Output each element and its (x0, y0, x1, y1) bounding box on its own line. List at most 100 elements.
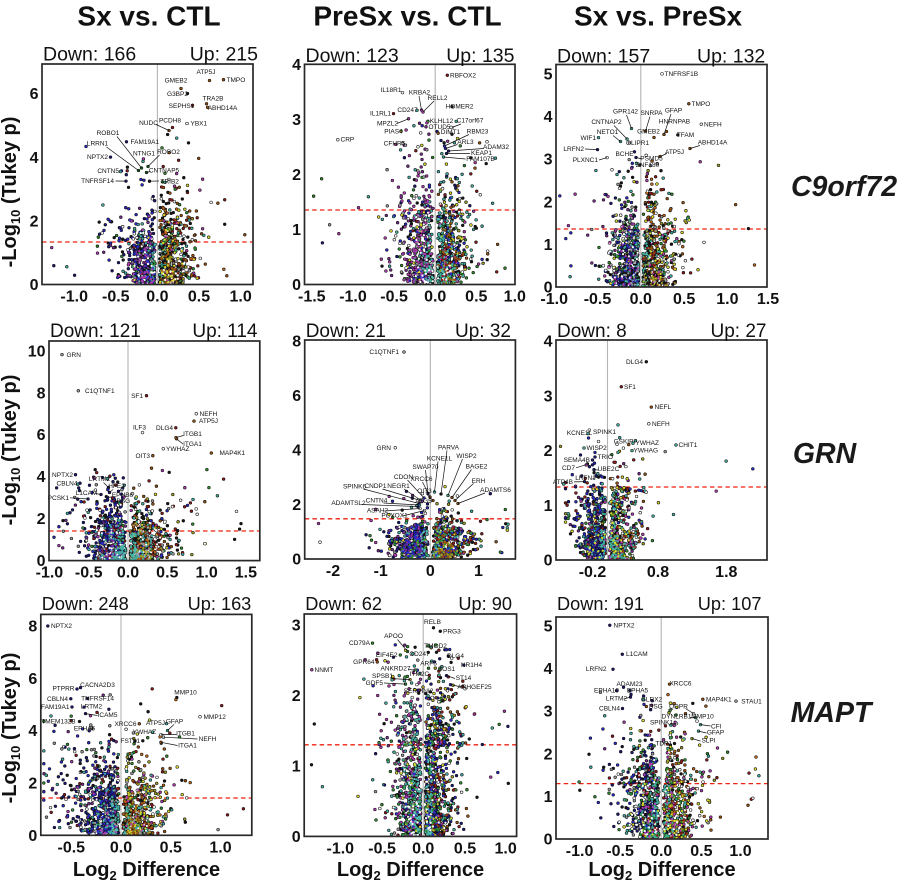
svg-text:-0.5: -0.5 (368, 840, 396, 857)
svg-text:0: 0 (544, 553, 553, 570)
svg-text:DLG4: DLG4 (156, 425, 173, 432)
svg-text:Down: 166: Down: 166 (43, 43, 136, 65)
svg-text:2: 2 (544, 746, 553, 763)
svg-text:ST14: ST14 (456, 675, 472, 682)
svg-text:Down: 157: Down: 157 (557, 45, 650, 67)
svg-text:OIT3: OIT3 (417, 488, 432, 495)
svg-text:CHIT1: CHIT1 (679, 442, 698, 449)
svg-text:-0.5: -0.5 (102, 289, 130, 306)
svg-text:DLG4: DLG4 (626, 359, 643, 366)
svg-text:NEFH: NEFH (704, 121, 722, 128)
svg-text:4: 4 (544, 334, 553, 351)
svg-text:Sx vs. PreSx: Sx vs. PreSx (574, 1, 743, 32)
svg-text:GLIPR1: GLIPR1 (626, 140, 650, 147)
svg-text:ATP5J: ATP5J (146, 720, 165, 727)
svg-text:ITGA1: ITGA1 (178, 742, 197, 749)
svg-text:ADAMTSL2: ADAMTSL2 (331, 500, 366, 507)
svg-text:C9orf72: C9orf72 (791, 171, 897, 203)
svg-text:SEMA4B: SEMA4B (564, 457, 590, 464)
svg-text:RBM23: RBM23 (467, 128, 489, 135)
svg-text:GPR142: GPR142 (613, 108, 638, 115)
svg-text:ARL3: ARL3 (457, 139, 474, 146)
svg-text:8: 8 (292, 334, 301, 351)
svg-text:Log2 Difference: Log2 Difference (588, 859, 735, 883)
svg-text:XRCC6: XRCC6 (669, 680, 691, 687)
svg-text:PRG3: PRG3 (443, 628, 461, 635)
svg-text:YWHAZ: YWHAZ (166, 446, 190, 453)
svg-text:1: 1 (544, 789, 553, 806)
svg-text:4: 4 (544, 661, 553, 678)
svg-text:APOO: APOO (384, 633, 403, 640)
svg-text:TDP1: TDP1 (655, 740, 672, 747)
svg-text:ATP5J: ATP5J (196, 69, 215, 76)
svg-text:FAM19A1: FAM19A1 (131, 139, 160, 146)
svg-text:ABHD14A: ABHD14A (208, 105, 238, 112)
svg-text:ITGB1: ITGB1 (183, 431, 202, 438)
svg-text:6: 6 (28, 671, 37, 688)
svg-text:CFHR5: CFHR5 (384, 140, 406, 147)
svg-text:4: 4 (28, 723, 37, 740)
svg-text:0.0: 0.0 (412, 840, 434, 857)
svg-text:-1.5: -1.5 (298, 289, 326, 306)
svg-text:PLXNC1: PLXNC1 (573, 157, 599, 164)
svg-text:Up: 135: Up: 135 (446, 45, 514, 67)
svg-text:HFE2: HFE2 (108, 483, 125, 490)
svg-text:LRTM2: LRTM2 (606, 695, 628, 702)
svg-text:1: 1 (292, 758, 301, 775)
svg-text:ABHD14A: ABHD14A (698, 139, 728, 146)
svg-text:HNRNPAB: HNRNPAB (659, 118, 690, 125)
svg-text:ITM2C: ITM2C (410, 671, 430, 678)
svg-text:ATP5J: ATP5J (665, 149, 684, 156)
svg-text:TMEM132B: TMEM132B (41, 718, 75, 725)
svg-text:0: 0 (292, 829, 301, 846)
svg-text:RELL2: RELL2 (428, 95, 448, 102)
svg-text:ANKRD27: ANKRD27 (381, 666, 411, 673)
svg-text:C1QTNF1: C1QTNF1 (85, 388, 115, 395)
svg-text:Log2 Difference: Log2 Difference (73, 859, 220, 883)
svg-text:1.5: 1.5 (235, 565, 257, 582)
svg-text:GFAP: GFAP (665, 107, 682, 114)
svg-text:ARHGEF25: ARHGEF25 (457, 684, 492, 691)
svg-text:3: 3 (544, 704, 553, 721)
svg-text:-0.5: -0.5 (75, 565, 103, 582)
svg-text:DLG4: DLG4 (447, 653, 464, 660)
svg-text:0.0: 0.0 (146, 289, 168, 306)
svg-text:MMP10: MMP10 (691, 713, 714, 720)
svg-text:8: 8 (28, 619, 37, 636)
svg-text:0.0: 0.0 (650, 843, 672, 860)
svg-text:NNMT: NNMT (315, 667, 334, 674)
svg-text:EIF4E2: EIF4E2 (376, 652, 398, 659)
svg-text:1.0: 1.0 (716, 291, 738, 308)
svg-text:HOMER2: HOMER2 (446, 104, 474, 111)
svg-text:TRA2B: TRA2B (203, 96, 224, 103)
svg-text:-1.0: -1.0 (60, 289, 88, 306)
svg-text:0.5: 0.5 (160, 839, 182, 856)
svg-text:4: 4 (292, 57, 301, 74)
svg-text:TMPO: TMPO (692, 101, 711, 108)
svg-text:10: 10 (28, 343, 46, 360)
svg-text:2: 2 (37, 511, 46, 528)
svg-text:Sx vs. CTL: Sx vs. CTL (77, 1, 220, 32)
svg-text:Down: 248: Down: 248 (42, 594, 129, 614)
svg-text:TMOD2: TMOD2 (424, 643, 447, 650)
svg-text:2: 2 (30, 213, 39, 230)
svg-text:RBFOX2: RBFOX2 (450, 72, 476, 79)
svg-text:RELB: RELB (424, 619, 441, 626)
svg-text:PCSK1: PCSK1 (48, 495, 70, 502)
svg-text:0.0: 0.0 (630, 291, 652, 308)
svg-text:NPTX2: NPTX2 (87, 154, 108, 161)
svg-text:2: 2 (544, 194, 553, 211)
svg-text:ROBO1: ROBO1 (97, 130, 120, 137)
svg-text:LRFN1: LRFN1 (575, 475, 596, 482)
svg-text:-0.5: -0.5 (606, 843, 634, 860)
svg-text:0.0: 0.0 (117, 565, 139, 582)
svg-text:3: 3 (292, 618, 301, 635)
svg-text:KCNE1L: KCNE1L (567, 430, 593, 437)
svg-text:1.0: 1.0 (729, 843, 751, 860)
svg-text:0.5: 0.5 (188, 289, 210, 306)
svg-text:MMP10: MMP10 (174, 689, 197, 696)
svg-text:1: 1 (544, 237, 553, 254)
svg-text:CD7: CD7 (562, 465, 575, 472)
svg-text:NEGR1: NEGR1 (387, 483, 410, 490)
svg-text:4: 4 (30, 150, 39, 167)
